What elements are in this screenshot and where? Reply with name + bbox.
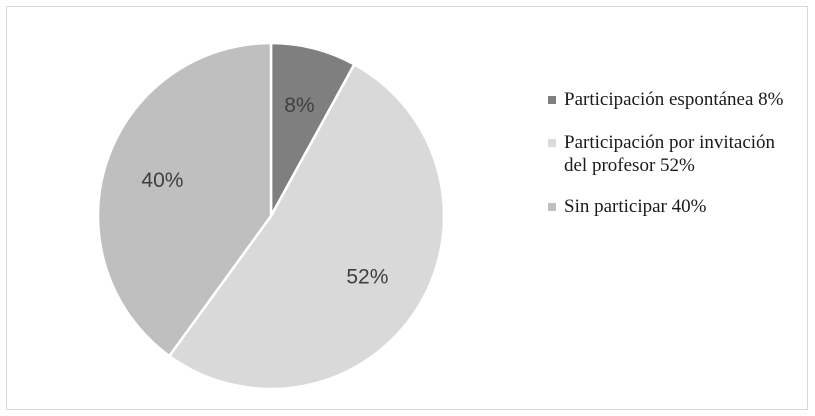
pie-labels: 8% 52% 40%	[141, 94, 388, 289]
legend-label-invitacion: Participación por invitación del profeso…	[564, 132, 776, 176]
legend-item-sin-participar: Sin participar 40%	[548, 195, 798, 218]
legend-swatch-espontanea	[548, 96, 556, 104]
legend-swatch-invitacion	[548, 139, 556, 147]
pie-slices	[96, 41, 446, 391]
pie-label-invitacion: 52%	[346, 266, 388, 289]
pie-slice-sin-participar	[96, 41, 273, 358]
legend-item-invitacion: Participación por invitación del profeso…	[548, 131, 798, 177]
legend-swatch-sin-participar	[548, 203, 556, 211]
pie-label-sin-participar: 40%	[141, 169, 183, 192]
legend: Participación espontánea 8% Participació…	[548, 88, 798, 218]
pie-slice-invitacion	[168, 63, 446, 391]
legend-label-sin-participar: Sin participar 40%	[564, 196, 707, 217]
legend-item-espontanea: Participación espontánea 8%	[548, 88, 798, 111]
legend-label-espontanea: Participación espontánea 8%	[564, 89, 784, 110]
pie-label-espontanea: 8%	[284, 94, 314, 117]
